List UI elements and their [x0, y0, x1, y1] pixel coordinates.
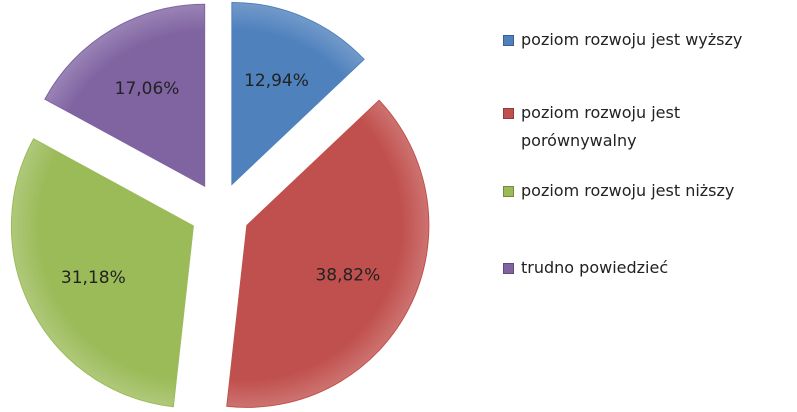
legend-entry: trudno powiedzieć	[503, 254, 788, 282]
data-label: 38,82%	[315, 266, 380, 286]
legend-swatch	[503, 108, 514, 119]
data-label: 17,06%	[115, 79, 180, 99]
legend-entry: poziom rozwoju jest niższy	[503, 177, 788, 205]
pie-slice	[231, 1, 365, 186]
pie-slice	[10, 138, 194, 408]
legend-label: poziom rozwoju jest porównywalny	[521, 103, 681, 150]
legend-swatch	[503, 186, 514, 197]
data-label: 12,94%	[244, 71, 309, 91]
data-label: 31,18%	[61, 268, 126, 288]
legend-label: poziom rozwoju jest wyższy	[521, 30, 743, 49]
legend-entry: poziom rozwoju jest wyższy	[503, 26, 788, 54]
legend-entry: poziom rozwoju jest porównywalny	[503, 99, 788, 155]
pie-slice	[226, 99, 430, 408]
legend-swatch	[503, 35, 514, 46]
pie-slice	[44, 3, 206, 188]
legend-swatch	[503, 263, 514, 274]
legend-label: poziom rozwoju jest niższy	[521, 181, 735, 200]
legend-label: trudno powiedzieć	[521, 258, 669, 277]
